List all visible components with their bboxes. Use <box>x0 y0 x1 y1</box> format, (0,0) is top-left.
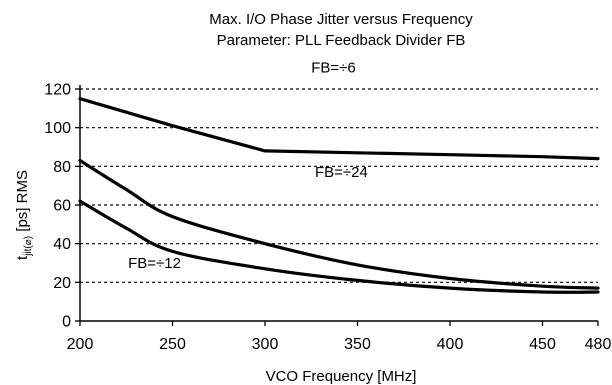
y-axis-label-subscript: jit(⌀) <box>23 236 34 257</box>
series-label-fb24: FB=÷24 <box>315 164 368 181</box>
y-tick-label: 100 <box>44 120 71 137</box>
series-label-fb12: FB=÷12 <box>128 255 181 272</box>
x-tick-label: 300 <box>252 336 279 353</box>
x-tick-label: 450 <box>529 336 556 353</box>
y-axis-label: tjit(⌀) [ps] RMS <box>14 170 34 260</box>
series-lines <box>78 97 600 294</box>
x-tick-label: 200 <box>67 336 94 353</box>
x-axis-label: VCO Frequency [MHz] <box>266 368 417 385</box>
x-tick-label: 400 <box>437 336 464 353</box>
series-line-fb24 <box>78 158 600 290</box>
x-tick-label: 250 <box>159 336 186 353</box>
y-tick-label: 80 <box>53 159 71 176</box>
tick-labels: 0 20 40 60 80 100 120 200 250 300 350 400 450 480 <box>44 82 611 354</box>
y-axis-label-unit: [ps] RMS <box>14 170 31 236</box>
series-line-fb12 <box>78 199 600 294</box>
series-line-fb6 <box>78 97 600 161</box>
y-tick-label: 20 <box>53 275 71 292</box>
series-label-fb6: FB=÷6 <box>311 60 356 77</box>
y-axis-label-base: t <box>14 255 31 260</box>
y-tick-label: 60 <box>53 198 71 215</box>
axes <box>75 85 599 326</box>
chart-title: Max. I/O Phase Jitter versus Frequency <box>209 11 473 28</box>
y-tick-label: 40 <box>53 236 71 253</box>
chart-subtitle: Parameter: PLL Feedback Divider FB <box>217 32 466 49</box>
y-tick-label: 120 <box>44 82 71 99</box>
y-tick-label: 0 <box>62 314 71 331</box>
series-labels: FB=÷6 FB=÷24 FB=÷12 <box>128 60 368 272</box>
x-tick-label: 350 <box>344 336 371 353</box>
x-tick-label: 480 <box>585 336 612 353</box>
grid-lines <box>80 88 598 283</box>
